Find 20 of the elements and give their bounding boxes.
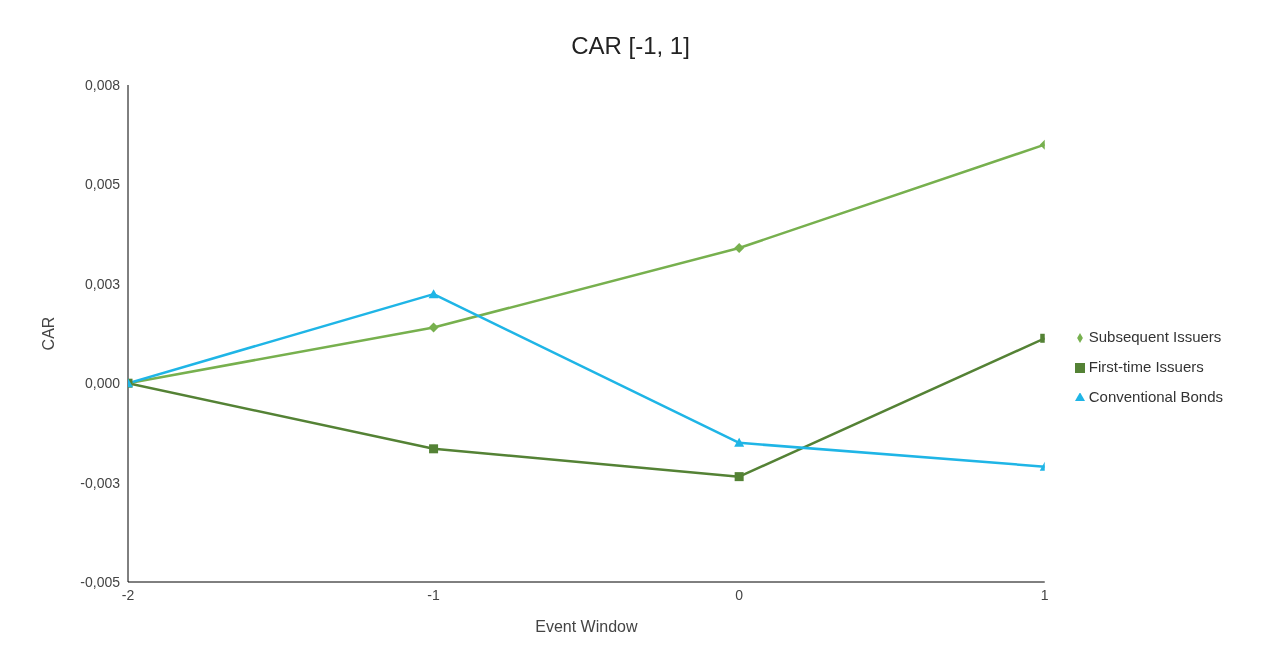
legend-label: Conventional Bonds [1088, 388, 1223, 405]
x-tick-label: -2 [121, 586, 135, 603]
point [734, 243, 745, 254]
x-tick-label: 0 [735, 586, 744, 603]
x-axis-title: Event Window [535, 618, 638, 635]
legend-label: Subsequent Issuers [1088, 328, 1222, 345]
point [428, 289, 439, 299]
y-tick-label: -0,005 [80, 573, 121, 590]
y-tick-label: 0,008 [84, 76, 121, 93]
x-tick-label: 1 [1040, 586, 1049, 603]
y-tick-label: 0,005 [84, 176, 121, 193]
x-tick-label: -1 [427, 586, 441, 603]
y-tick-label: 0,003 [84, 275, 121, 292]
y-tick-label: 0,000 [84, 375, 121, 392]
y-tick-label: -0,003 [80, 474, 121, 491]
chart-title: CAR [-1, 1] [570, 31, 691, 61]
legend-label: First-time Issuers [1088, 358, 1204, 375]
point [428, 322, 439, 333]
y-axis-title: CAR [39, 316, 57, 351]
point [734, 437, 745, 447]
